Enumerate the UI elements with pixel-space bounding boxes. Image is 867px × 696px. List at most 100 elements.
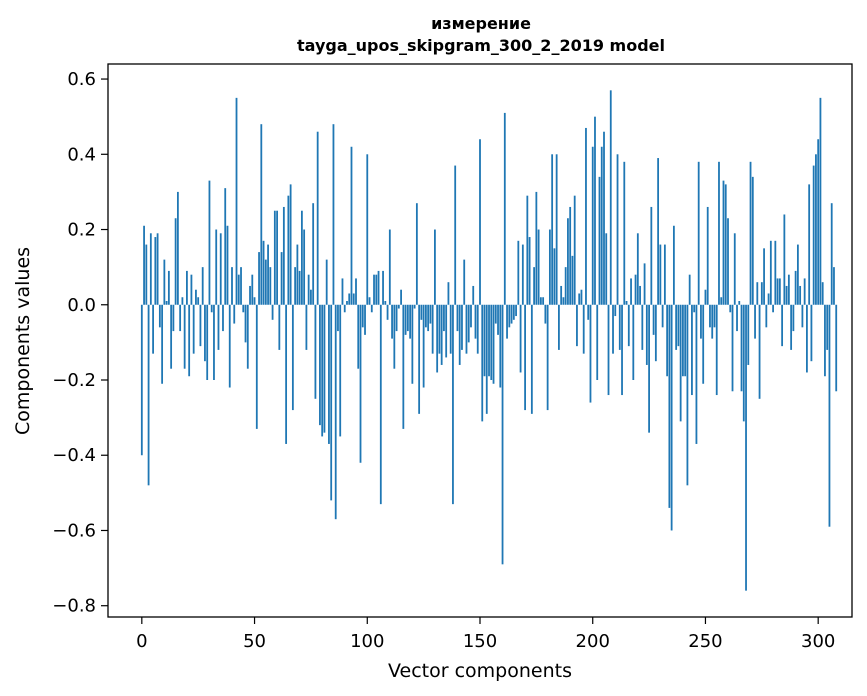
bar-198 <box>587 304 590 320</box>
bar-64 <box>285 304 288 444</box>
bar-86 <box>334 304 337 520</box>
bar-237 <box>675 304 678 350</box>
bar-243 <box>688 274 691 305</box>
bar-1 <box>143 225 145 305</box>
bar-281 <box>774 240 777 305</box>
bar-170 <box>524 304 526 411</box>
bar-60 <box>276 210 278 305</box>
bar-73 <box>305 304 308 350</box>
bar-45 <box>242 304 245 313</box>
y-tick-label: 0.6 <box>67 69 96 90</box>
bar-231 <box>661 304 664 328</box>
bar-48 <box>249 285 251 305</box>
bar-12 <box>167 270 170 305</box>
bar-154 <box>488 304 490 377</box>
bar-297 <box>810 304 813 362</box>
bar-117 <box>404 304 407 335</box>
bar-228 <box>654 304 657 362</box>
bar-229 <box>657 158 660 305</box>
bar-240 <box>682 304 684 377</box>
bar-51 <box>255 304 258 429</box>
bar-109 <box>386 304 389 320</box>
bar-161 <box>503 112 506 305</box>
bar-167 <box>517 240 520 305</box>
bar-61 <box>278 304 281 350</box>
bar-3 <box>147 304 150 486</box>
bar-71 <box>300 210 303 305</box>
bar-219 <box>634 274 637 305</box>
bar-10 <box>163 259 166 305</box>
bar-259 <box>724 184 727 305</box>
plot-frame <box>107 63 853 618</box>
bar-136 <box>447 282 450 305</box>
bar-23 <box>192 304 195 354</box>
bar-207 <box>607 304 610 396</box>
bar-62 <box>280 252 283 305</box>
bar-233 <box>666 304 669 377</box>
bar-32 <box>213 304 215 380</box>
x-tick-label: 300 <box>801 631 835 652</box>
bar-195 <box>580 289 583 305</box>
bar-148 <box>474 304 477 339</box>
bar-146 <box>470 304 472 328</box>
bar-230 <box>659 244 662 305</box>
bar-20 <box>186 270 188 305</box>
bar-279 <box>769 240 772 305</box>
bar-176 <box>537 229 540 305</box>
bar-59 <box>273 210 276 305</box>
bar-87 <box>337 304 339 332</box>
bar-138 <box>452 304 454 505</box>
bar-65 <box>287 195 290 305</box>
bar-257 <box>720 297 723 305</box>
bar-81 <box>323 304 326 433</box>
bar-182 <box>551 154 554 305</box>
bar-292 <box>799 285 802 305</box>
bar-256 <box>718 161 720 305</box>
bar-234 <box>668 304 671 508</box>
bar-122 <box>415 203 418 305</box>
bar-249 <box>702 304 705 384</box>
bar-172 <box>528 237 531 305</box>
bar-190 <box>569 206 572 305</box>
bar-66 <box>289 184 292 305</box>
bar-193 <box>576 304 578 347</box>
bar-124 <box>420 304 423 320</box>
bar-277 <box>765 304 768 328</box>
bar-262 <box>731 304 734 392</box>
bar-22 <box>190 274 193 305</box>
bar-280 <box>772 304 774 313</box>
chart-title-line-1: измерение <box>431 14 531 33</box>
bar-54 <box>262 240 265 305</box>
bar-132 <box>438 304 441 354</box>
bar-111 <box>391 304 393 339</box>
bar-217 <box>630 278 632 305</box>
bar-70 <box>298 270 301 305</box>
bar-76 <box>312 203 315 305</box>
bar-112 <box>393 304 396 369</box>
x-tick-label: 250 <box>688 631 722 652</box>
bar-72 <box>303 229 306 305</box>
bar-137 <box>449 304 452 354</box>
bar-16 <box>176 191 179 305</box>
bar-184 <box>555 154 558 305</box>
bar-232 <box>663 244 666 305</box>
bar-155 <box>490 304 493 380</box>
bar-2 <box>145 244 148 305</box>
bar-14 <box>172 304 175 332</box>
bar-42 <box>235 97 238 305</box>
bar-307 <box>833 267 835 305</box>
bar-6 <box>154 237 157 305</box>
bar-248 <box>700 304 702 339</box>
bar-74 <box>307 274 310 305</box>
bar-129 <box>431 304 434 354</box>
bar-56 <box>267 244 269 305</box>
bar-270 <box>749 161 752 305</box>
bar-118 <box>406 304 409 332</box>
bar-253 <box>711 304 714 339</box>
bar-226 <box>650 206 653 305</box>
bar-236 <box>672 225 675 305</box>
bar-120 <box>411 304 414 384</box>
bar-186 <box>560 285 563 305</box>
bar-52 <box>258 252 260 305</box>
